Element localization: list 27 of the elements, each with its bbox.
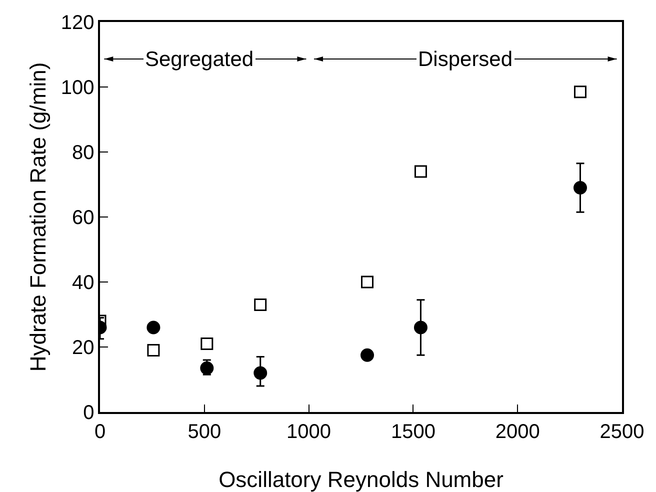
annotation: Segregated xyxy=(145,48,254,71)
point xyxy=(147,344,160,356)
y-axis-title: Hydrate Formation Rate (g/min) xyxy=(26,62,50,372)
point xyxy=(146,320,160,334)
point xyxy=(360,348,374,362)
point xyxy=(200,338,214,350)
y-tick-label: 40 xyxy=(72,272,94,294)
point xyxy=(573,181,587,194)
point xyxy=(414,320,428,334)
point xyxy=(254,366,268,380)
point xyxy=(254,298,267,311)
x-tick-label: 2500 xyxy=(600,420,644,443)
x-tick-label: 1000 xyxy=(286,420,332,443)
x-axis-title: Oscillatory Reynolds Number xyxy=(218,467,504,492)
point xyxy=(414,165,427,178)
y-tick-label: 100 xyxy=(60,77,94,99)
y-tick-label: 20 xyxy=(72,337,94,359)
x-tick-label: 500 xyxy=(188,420,222,443)
y-tick-label: 0 xyxy=(83,402,94,424)
point xyxy=(361,276,374,288)
y-tick-label: 80 xyxy=(72,142,94,164)
point xyxy=(574,86,586,98)
y-tick-label: 60 xyxy=(72,207,94,229)
annotation: Dispersed xyxy=(418,48,513,71)
y-tick-label: 120 xyxy=(60,12,94,34)
x-tick-label: 2000 xyxy=(495,420,540,443)
x-tick-label: 1500 xyxy=(390,420,436,443)
